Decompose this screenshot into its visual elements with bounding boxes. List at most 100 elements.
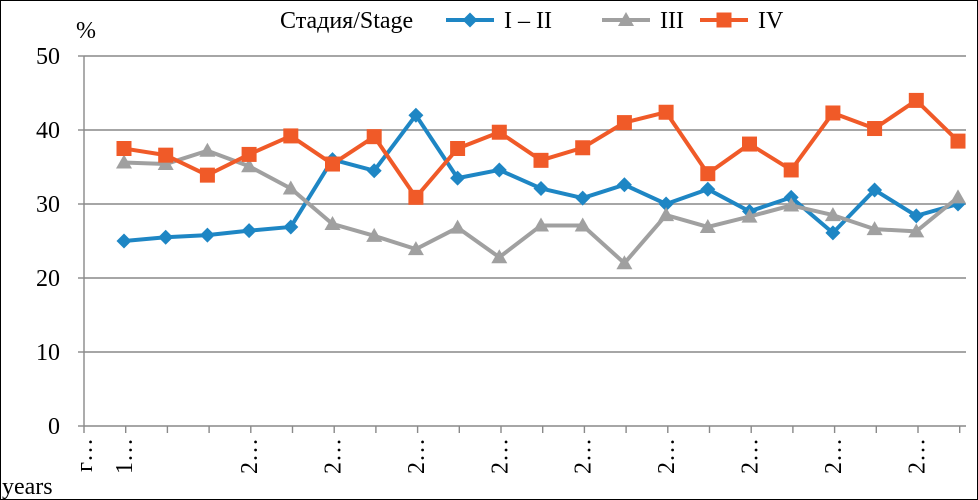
data-point-marker bbox=[199, 227, 215, 243]
x-tick-label: 2… bbox=[237, 438, 263, 474]
data-point-marker bbox=[950, 189, 966, 204]
data-point-marker bbox=[241, 158, 258, 173]
data-point-marker bbox=[116, 154, 132, 169]
data-point-marker bbox=[533, 152, 549, 168]
data-point-marker bbox=[462, 12, 478, 28]
x-tick-label: 1… bbox=[112, 438, 138, 474]
series-group bbox=[116, 92, 966, 270]
data-point-marker bbox=[867, 121, 883, 137]
data-point-marker bbox=[950, 133, 966, 149]
data-point-marker bbox=[116, 141, 132, 156]
data-point-marker bbox=[575, 190, 591, 206]
x-tick-label: 2… bbox=[904, 438, 930, 474]
data-point-marker bbox=[824, 207, 841, 222]
data-point-marker bbox=[533, 180, 549, 196]
data-point-marker bbox=[616, 255, 633, 270]
data-point-marker bbox=[699, 218, 716, 233]
data-point-marker bbox=[449, 219, 466, 234]
y-tick-label: 0 bbox=[48, 414, 60, 440]
legend-label: IV bbox=[758, 8, 784, 34]
data-point-marker bbox=[908, 92, 924, 108]
data-point-marker bbox=[825, 225, 841, 241]
y-tick-label: 10 bbox=[36, 340, 60, 366]
data-point-marker bbox=[658, 196, 674, 212]
data-point-marker bbox=[157, 156, 174, 171]
data-point-marker bbox=[366, 129, 382, 145]
data-point-marker bbox=[283, 128, 299, 144]
data-point-marker bbox=[158, 229, 174, 245]
data-point-marker bbox=[825, 105, 841, 121]
axes bbox=[83, 56, 966, 427]
data-point-marker bbox=[716, 12, 732, 28]
data-point-marker bbox=[491, 249, 508, 264]
x-tick-label: 2… bbox=[738, 438, 764, 474]
data-point-marker bbox=[407, 241, 424, 256]
y-tick-label: 50 bbox=[36, 44, 60, 70]
data-point-marker bbox=[158, 147, 174, 163]
data-point-marker bbox=[783, 162, 799, 178]
data-point-marker bbox=[866, 221, 883, 236]
data-point-marker bbox=[742, 136, 757, 152]
y-axis-unit-label: % bbox=[76, 18, 96, 44]
data-point-marker bbox=[199, 167, 215, 183]
data-point-marker bbox=[491, 124, 507, 140]
data-point-marker bbox=[325, 156, 340, 172]
x-axis-ticks: г… 1… 2… 2… 2… 2… 2… 2… 2… 2… 2… bbox=[72, 426, 961, 474]
legend-item: III bbox=[602, 8, 684, 34]
data-point-marker bbox=[241, 146, 257, 162]
data-point-marker bbox=[366, 227, 383, 242]
data-point-marker bbox=[618, 12, 634, 26]
data-point-marker bbox=[908, 208, 924, 224]
data-point-marker bbox=[741, 208, 758, 223]
legend: Стадия/Stage I – II III IV bbox=[280, 8, 784, 34]
data-point-marker bbox=[658, 207, 675, 222]
data-point-marker bbox=[450, 141, 466, 156]
data-point-marker bbox=[366, 163, 382, 179]
data-point-marker bbox=[700, 181, 716, 197]
data-point-marker bbox=[783, 197, 800, 212]
data-point-marker bbox=[408, 107, 424, 123]
series-square bbox=[116, 92, 966, 205]
legend-item: I – II bbox=[446, 8, 552, 34]
y-tick-label: 30 bbox=[36, 192, 60, 218]
data-point-marker bbox=[575, 140, 591, 156]
data-point-marker bbox=[783, 189, 799, 205]
x-tick-label: 2… bbox=[654, 438, 680, 474]
data-point-marker bbox=[241, 223, 257, 239]
data-point-marker bbox=[116, 233, 132, 249]
series-triangle bbox=[116, 142, 966, 270]
data-point-marker bbox=[283, 219, 299, 235]
legend-items: I – II III IV bbox=[446, 8, 784, 34]
data-point-marker bbox=[199, 142, 216, 157]
data-point-marker bbox=[450, 170, 466, 186]
data-point-marker bbox=[616, 177, 632, 193]
grid-lines bbox=[84, 55, 966, 353]
data-point-marker bbox=[408, 189, 424, 205]
data-point-marker bbox=[700, 166, 716, 182]
legend-title: Стадия/Stage bbox=[280, 8, 413, 34]
data-point-marker bbox=[533, 217, 549, 232]
y-tick-label: 40 bbox=[36, 118, 60, 144]
x-tick-label: 2… bbox=[404, 438, 430, 474]
x-axis-label: years bbox=[2, 474, 53, 500]
legend-label: I – II bbox=[504, 8, 552, 34]
data-point-marker bbox=[908, 223, 925, 238]
data-point-marker bbox=[491, 162, 507, 178]
x-tick-label: 2… bbox=[821, 438, 847, 474]
data-point-marker bbox=[282, 180, 299, 195]
y-tick-label: 20 bbox=[36, 266, 60, 292]
legend-item: IV bbox=[700, 8, 784, 34]
data-point-marker bbox=[658, 104, 674, 120]
x-tick-label: 2… bbox=[487, 438, 513, 474]
data-point-marker bbox=[574, 217, 591, 232]
y-axis-ticks: 0 10 20 30 40 50 bbox=[36, 44, 84, 440]
legend-label: III bbox=[660, 8, 684, 34]
data-point-marker bbox=[324, 215, 341, 230]
data-point-marker bbox=[867, 182, 883, 198]
x-tick-label: 2… bbox=[571, 438, 597, 474]
data-point-marker bbox=[616, 115, 632, 131]
x-tick-label: 2… bbox=[321, 438, 347, 474]
x-tick-label: г… bbox=[72, 438, 98, 472]
